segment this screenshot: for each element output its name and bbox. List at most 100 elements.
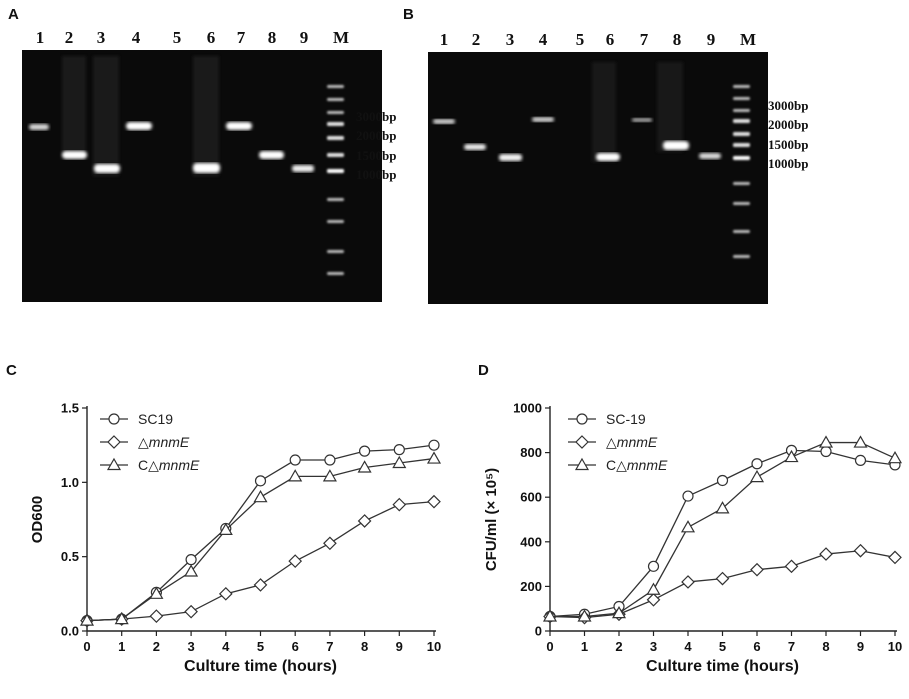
x-tick-label: 5 (257, 639, 264, 654)
data-point (611, 605, 627, 619)
x-tick-label: 7 (788, 639, 795, 654)
gel-b-lane-label: 7 (639, 30, 649, 49)
gel-a-band-lane-7 (226, 122, 252, 130)
y-axis-label: OD600 (29, 496, 46, 544)
gel-bands-b (433, 62, 750, 258)
growth-chart-cfu: 0 1 2 3 4 5 6 7 8 9 10 0 200 400 600 800 1000 Culture tim… (483, 401, 902, 676)
gel-a-marker-label: 3000bp (356, 109, 397, 124)
gel-a-lane-label: 9 (299, 28, 309, 47)
gel-image-a (22, 50, 382, 302)
data-point (288, 554, 303, 568)
legend-marker (108, 413, 120, 425)
gel-a-band-lane-4 (126, 122, 152, 130)
x-tick-label: 6 (753, 639, 760, 654)
data-point (79, 613, 95, 626)
x-tick-label: 2 (615, 639, 622, 654)
data-point (750, 562, 764, 577)
gel-a-lane-label: 8 (267, 28, 277, 47)
gel-a-band-lane-2 (62, 151, 87, 159)
legend-marker (575, 435, 589, 449)
series-line (86, 501, 435, 622)
x-tick-label: 1 (118, 639, 125, 654)
series-diamond (80, 494, 441, 628)
data-point (185, 554, 197, 566)
data-point (393, 444, 405, 456)
y-tick-label: 0.5 (61, 549, 79, 564)
x-tick-label: 3 (650, 639, 657, 654)
gel-b-band-lane-3 (499, 154, 522, 161)
data-point (149, 609, 164, 623)
data-point (577, 609, 592, 622)
legend: SC-19 △mnmE C△mnmE (568, 411, 668, 473)
x-tick-label: 4 (222, 639, 230, 654)
x-tick-label: 0 (83, 639, 90, 654)
data-point (322, 469, 337, 482)
y-tick-label: 1000 (513, 401, 542, 416)
series-circle (81, 439, 440, 627)
x-tick-label: 8 (361, 639, 368, 654)
x-tick-label: 5 (719, 639, 726, 654)
gel-a-lane-label: M (332, 28, 350, 47)
gel-b-band-lane-9 (699, 153, 721, 159)
y-tick-label: 600 (520, 490, 542, 505)
y-tick-label: 1.5 (61, 401, 79, 416)
x-axis-label: Culture time (hours) (646, 658, 799, 675)
gel-a-lane-label: 4 (131, 28, 141, 47)
data-point (184, 564, 199, 577)
gel-b-marker-label: 2000bp (768, 117, 809, 132)
data-point (357, 514, 372, 528)
series-circle (544, 444, 901, 623)
x-axis-label: Culture time (hours) (184, 658, 337, 675)
gel-b-lane-label: 9 (706, 30, 716, 49)
legend-marker (107, 435, 121, 449)
data-point (819, 547, 833, 561)
y-tick-label: 400 (520, 534, 542, 549)
data-point (818, 435, 834, 448)
gel-b-lane-label: 6 (605, 30, 615, 49)
data-point (542, 609, 558, 622)
series-triangle (79, 451, 442, 626)
legend-label: △mnmE (606, 434, 658, 450)
series-line (550, 441, 896, 618)
data-point (254, 475, 267, 487)
panel-label-b: B (403, 6, 414, 23)
panel-label-a: A (8, 6, 19, 23)
data-point (426, 451, 442, 464)
x-tick-label: 4 (684, 639, 692, 654)
gel-b-lane-label: 8 (672, 30, 682, 49)
gel-bands-a (29, 56, 344, 275)
x-tick-label: 8 (822, 639, 829, 654)
gel-a-marker-label: 1500bp (356, 148, 397, 163)
data-point (357, 460, 372, 473)
data-point (392, 497, 407, 512)
data-point (854, 454, 867, 467)
x-tick-label: 2 (153, 639, 160, 654)
data-point (289, 454, 301, 466)
gel-b-marker-label: 1000bp (768, 156, 809, 171)
gel-a-band-lane-3 (94, 164, 120, 173)
gel-b-lane-label: M (739, 30, 757, 49)
data-point (427, 494, 441, 509)
gel-b-band-lane-7 (632, 118, 652, 122)
x-tick-label: 3 (187, 639, 194, 654)
gel-b-lane-label: 2 (471, 30, 481, 49)
data-point (253, 489, 268, 503)
y-tick-label: 0.0 (61, 624, 79, 639)
gel-b-band-lane-2 (464, 144, 486, 150)
legend-label: C△mnmE (606, 457, 668, 473)
panel-label-d: D (478, 362, 489, 379)
y-tick-label: 0 (535, 624, 542, 639)
data-point (682, 490, 694, 502)
data-point (218, 522, 233, 536)
y-tick-label: 1.0 (61, 475, 79, 490)
gel-a-lane-label: 7 (236, 28, 246, 47)
gel-b-lane-label: 1 (439, 30, 449, 49)
data-point (324, 454, 336, 466)
x-tick-label: 9 (396, 639, 403, 654)
data-point (680, 520, 696, 533)
data-point (646, 592, 661, 607)
gel-a-lane-label: 3 (96, 28, 106, 47)
data-point (323, 536, 337, 551)
legend-label: C△mnmE (138, 457, 200, 473)
data-point (392, 455, 407, 469)
